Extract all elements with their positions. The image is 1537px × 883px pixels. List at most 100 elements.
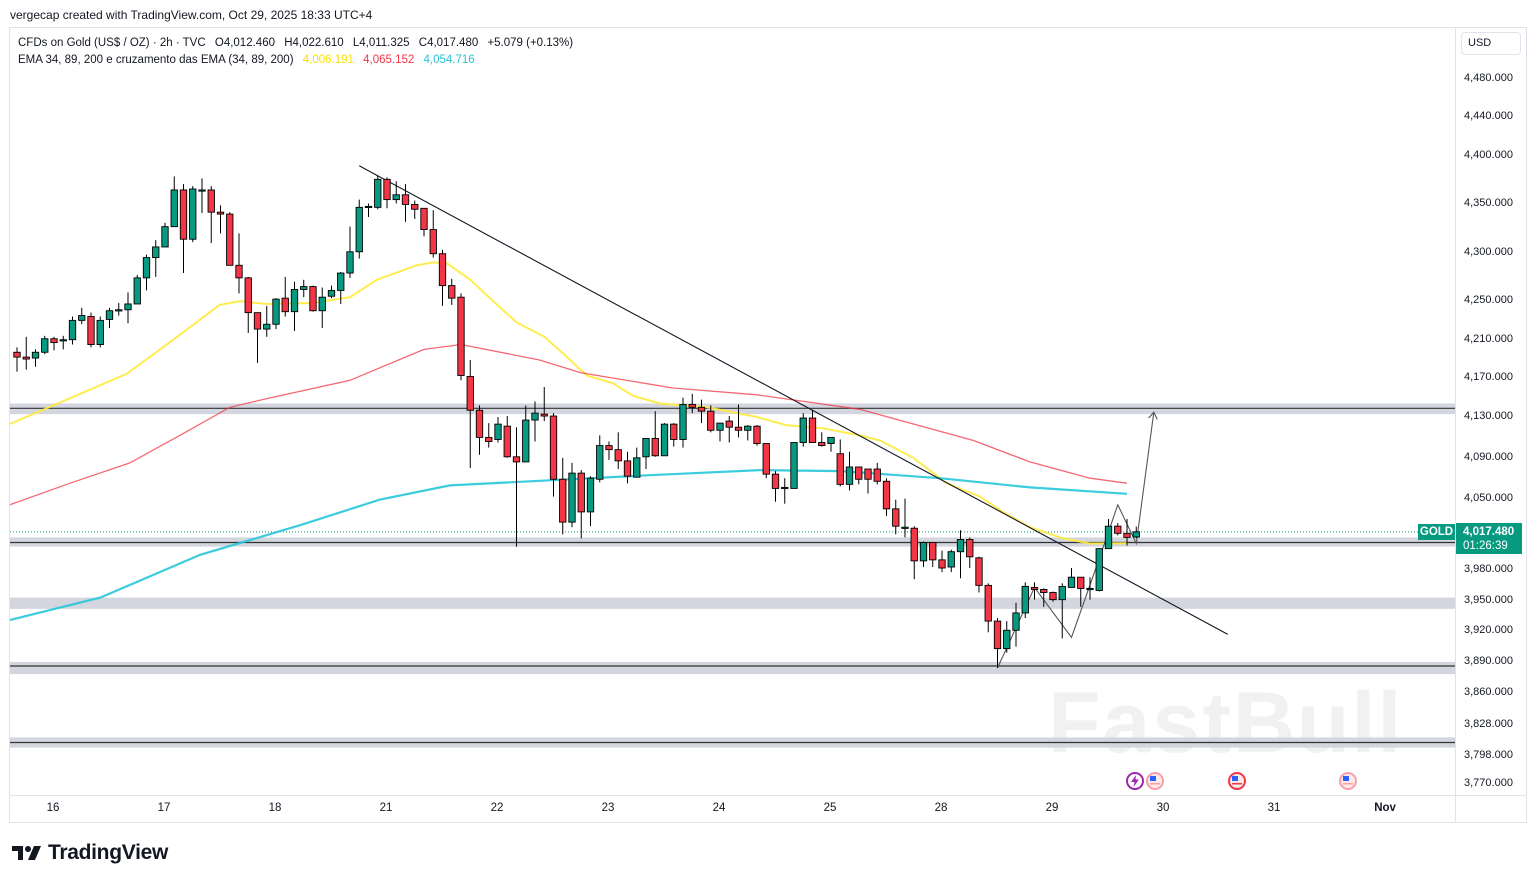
candle-body (901, 526, 909, 529)
candle (799, 413, 807, 447)
candle (226, 212, 234, 266)
candle-body (327, 289, 336, 297)
candle-body (697, 406, 706, 412)
candle-body (466, 375, 474, 411)
candle-body (1021, 585, 1029, 614)
candle-body (337, 272, 345, 291)
candle (522, 405, 530, 463)
candle-body (420, 207, 428, 231)
candle-body (855, 466, 863, 480)
candle (216, 205, 225, 234)
candle-body (78, 315, 86, 321)
candle (244, 276, 252, 333)
candle-body (364, 205, 373, 209)
us-flag-event-icon[interactable] (1228, 772, 1246, 790)
candle (938, 550, 946, 573)
drawings (358, 165, 1229, 669)
tradingview-logo[interactable]: TradingView (12, 841, 168, 865)
candle-body (716, 422, 724, 431)
candle (1049, 591, 1057, 602)
candle-body (559, 478, 567, 523)
candle-body (549, 415, 558, 480)
candle-body (744, 425, 752, 431)
candle-body (1095, 548, 1103, 591)
candle-body (22, 356, 30, 360)
lightning-event-icon[interactable] (1126, 772, 1144, 790)
candle (549, 413, 558, 497)
candle-body (124, 303, 132, 311)
candle (263, 305, 271, 337)
candle (290, 281, 299, 332)
candle-body (762, 443, 770, 475)
price-tick-label: 4,250.000 (1464, 294, 1513, 307)
candle-body (1067, 576, 1076, 588)
us-flag-event-icon[interactable] (1146, 772, 1164, 790)
candle-body (966, 538, 974, 558)
candle (947, 549, 955, 573)
last-price-value: 4,017.480 (1463, 526, 1515, 538)
time-tick-label: 21 (379, 802, 393, 814)
candle-body (494, 423, 502, 440)
candle-body (244, 277, 252, 314)
candle (586, 476, 595, 527)
candle (429, 210, 437, 258)
candle-body (152, 246, 160, 259)
candle-body (679, 403, 687, 440)
candle-body (189, 188, 197, 240)
price-tick-label: 3,770.000 (1464, 777, 1513, 790)
time-tick-label: Nov (1374, 802, 1396, 814)
candle (87, 312, 95, 348)
candle-body (984, 584, 992, 622)
candle-body (318, 296, 326, 312)
candle (744, 425, 752, 441)
candle-body (392, 194, 400, 201)
legend-high: H4,022.610 (284, 37, 344, 49)
price-tick-label: 3,950.000 (1464, 593, 1513, 606)
candle (1012, 602, 1020, 647)
price-tick-label: 4,400.000 (1464, 149, 1513, 162)
ema-line-ema34 (10, 261, 1128, 545)
candle (781, 478, 789, 504)
candle-body (272, 298, 280, 325)
candle (253, 312, 262, 363)
candle-body (485, 436, 493, 442)
candle-body (1030, 586, 1039, 590)
price-tick-label: 3,828.000 (1464, 718, 1513, 731)
candle (512, 427, 521, 547)
candle (374, 175, 382, 210)
candle-body (235, 264, 243, 279)
time-tick-label: 22 (490, 802, 504, 814)
time-tick-label: 24 (712, 802, 726, 814)
zone-band (10, 597, 1455, 609)
legend-symbol[interactable]: CFDs on Gold (US$ / OZ) · 2h · TVC (18, 37, 206, 49)
candle (864, 468, 872, 494)
candle (1030, 582, 1039, 600)
price-tick-label: 4,090.000 (1464, 450, 1513, 463)
price-tick-label: 4,170.000 (1464, 371, 1513, 384)
candle (966, 537, 974, 569)
candle-body (503, 425, 511, 458)
candle-body (1114, 525, 1122, 534)
price-tick-label: 3,860.000 (1464, 685, 1513, 698)
us-flag-event-icon[interactable] (1339, 772, 1357, 790)
candle-body (771, 473, 780, 489)
candle (1003, 621, 1011, 653)
currency-selector[interactable]: USD (1461, 32, 1521, 55)
legend-indicator-row: EMA 34, 89, 200 e cruzamento das EMA (34… (18, 52, 579, 69)
candle-body (707, 410, 715, 431)
candle (420, 207, 428, 237)
candle (929, 542, 937, 567)
candle-body (253, 312, 262, 330)
candle (161, 222, 169, 248)
candle (105, 307, 114, 329)
candle-body (892, 508, 900, 527)
candle-body (910, 527, 918, 562)
last-price-label: 4,017.480 01:26:39 (1456, 523, 1522, 554)
candle-body (87, 316, 95, 345)
candle-body (1132, 531, 1140, 538)
candle (642, 437, 650, 470)
candle-body (1058, 585, 1066, 601)
candle-body (59, 339, 67, 342)
legend-indicator-name[interactable]: EMA 34, 89, 200 e cruzamento das EMA (34… (18, 54, 294, 66)
